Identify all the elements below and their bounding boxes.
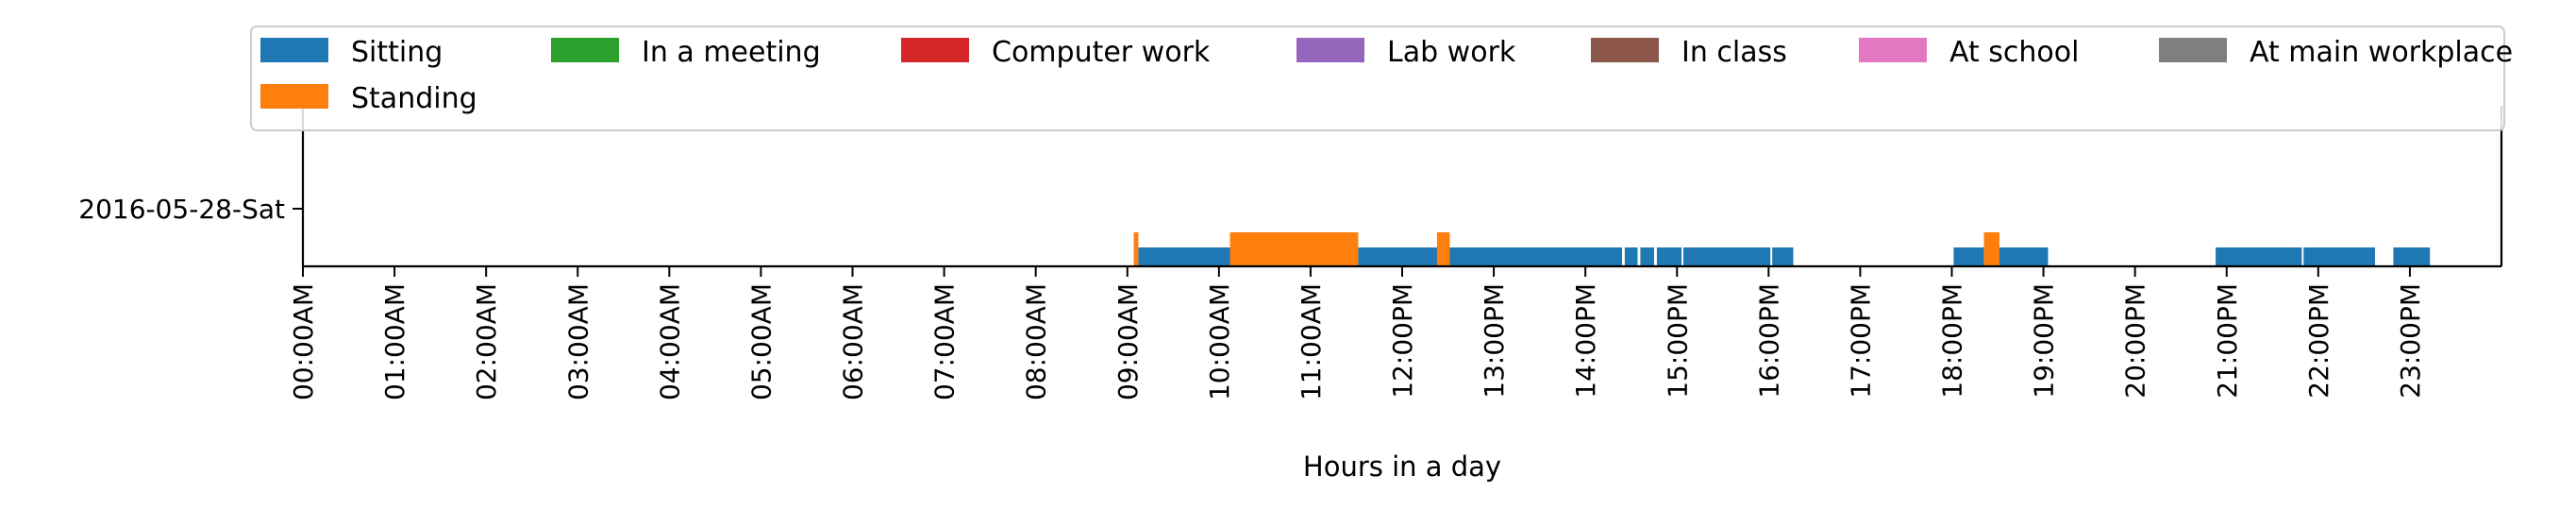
bar-sitting (2216, 247, 2302, 266)
x-tick-label: 18:00PM (1937, 283, 1968, 399)
bar-standing (1133, 232, 1139, 266)
x-tick-label: 03:00AM (562, 283, 594, 400)
legend-label-at-main-workplace: At main workplace (2250, 36, 2513, 69)
legend-swatch-standing (260, 84, 328, 109)
x-tick-label: 16:00PM (1753, 283, 1784, 399)
legend: Sitting In a meeting Computer work Lab work… (250, 26, 2513, 131)
legend-swatch-computer-work (901, 38, 969, 62)
x-tick-label: 09:00AM (1112, 283, 1144, 400)
bar-standing (1229, 232, 1359, 266)
x-tick-label: 01:00AM (379, 283, 410, 400)
bar-sitting (1656, 247, 1682, 266)
legend-swatch-at-main-workplace (2159, 38, 2227, 62)
x-tick-label: 05:00AM (745, 283, 777, 400)
bar-sitting (1358, 247, 1441, 266)
legend-label-sitting: Sitting (351, 36, 443, 69)
x-tick-label: 02:00AM (471, 283, 502, 400)
legend-label-standing: Standing (351, 82, 477, 115)
x-tick-label: 14:00PM (1570, 283, 1601, 399)
bar-standing (1436, 232, 1450, 266)
bar-sitting (1683, 247, 1771, 266)
x-tick-label: 15:00PM (1662, 283, 1693, 399)
x-tick-label: 07:00AM (929, 283, 961, 400)
x-tick-label: 08:00AM (1021, 283, 1052, 400)
x-tick-label: 22:00PM (2303, 283, 2334, 399)
x-tick-label: 12:00PM (1387, 283, 1418, 399)
x-tick-label: 23:00PM (2395, 283, 2426, 399)
x-tick-label: 13:00PM (1479, 283, 1510, 399)
legend-label-in-class: In class (1681, 36, 1787, 69)
legend-label-at-school: At school (1949, 36, 2079, 69)
x-axis-title: Hours in a day (1303, 450, 1501, 483)
y-tick-label: 2016-05-28-Sat (78, 194, 285, 225)
x-tick-label: 20:00PM (2120, 283, 2151, 399)
bar-sitting (2303, 247, 2375, 266)
bar-sitting (1449, 247, 1622, 266)
legend-label-lab-work: Lab work (1387, 36, 1516, 69)
legend-swatch-in-a-meeting (551, 38, 619, 62)
legend-swatch-sitting (260, 38, 328, 62)
x-tick-label: 21:00PM (2212, 283, 2243, 399)
bar-sitting (1772, 247, 1794, 266)
bar-sitting (2393, 247, 2431, 266)
legend-swatch-in-class (1591, 38, 1659, 62)
bar-sitting (1640, 247, 1654, 266)
bar-sitting (1999, 247, 2049, 266)
x-tick-label: 04:00AM (654, 283, 685, 400)
x-tick-label: 19:00PM (2029, 283, 2060, 399)
bar-sitting (1138, 247, 1230, 266)
legend-frame (250, 26, 2505, 131)
x-tick-label: 11:00AM (1296, 283, 1327, 400)
x-tick-label: 00:00AM (288, 283, 319, 400)
plot-area (1133, 232, 2431, 266)
legend-label-computer-work: Computer work (992, 36, 1211, 69)
legend-swatch-at-school (1859, 38, 1927, 62)
x-tick-label: 06:00AM (838, 283, 869, 400)
bar-sitting (1953, 247, 1984, 266)
x-tick-label: 10:00AM (1204, 283, 1235, 400)
legend-label-in-a-meeting: In a meeting (642, 36, 821, 69)
x-tick-label: 17:00PM (1845, 283, 1876, 399)
axes: 00:00AM 01:00AM 02:00AM 03:00AM 04:00AM 05:00… (78, 106, 2503, 483)
legend-swatch-lab-work (1296, 38, 1364, 62)
bar-sitting (1624, 247, 1638, 266)
bar-standing (1983, 232, 1999, 266)
